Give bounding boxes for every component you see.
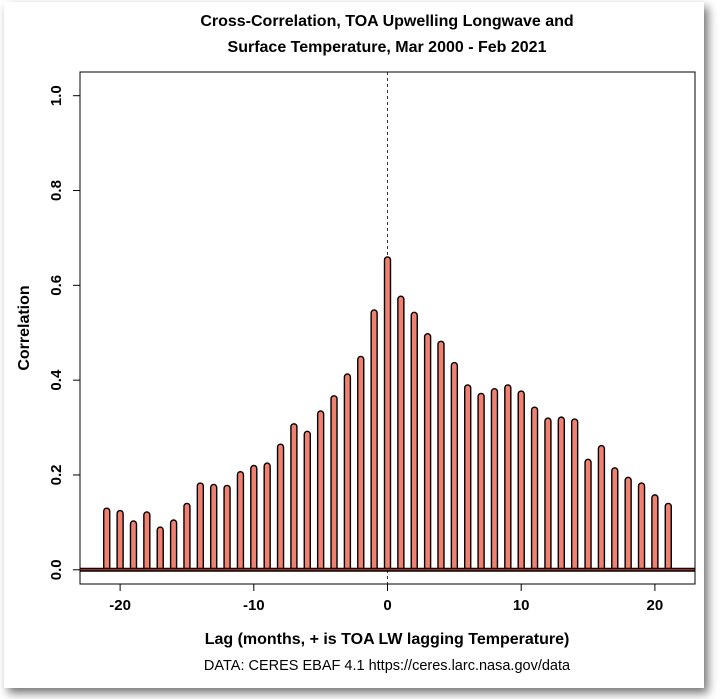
bar-lag--4 (330, 395, 338, 571)
cross-correlation-chart: Cross-Correlation, TOA Upwelling Longwav… (16, 13, 696, 674)
x-tick-label: -20 (109, 597, 131, 614)
bar-lag--18 (143, 511, 151, 571)
bar-lag-5 (450, 361, 459, 571)
data-source-caption: DATA: CERES EBAF 4.1 https://ceres.larc.… (204, 658, 571, 674)
bar-lag-21 (664, 502, 672, 571)
chart-title-line2: Surface Temperature, Mar 2000 - Feb 2021 (228, 39, 547, 56)
bar-lag--19 (129, 520, 138, 571)
bar-lag-20 (651, 494, 659, 571)
y-tick-label: 0.2 (48, 465, 65, 486)
x-tick-label: -10 (243, 597, 265, 614)
y-tick-label: 0.0 (48, 559, 65, 580)
bar-lag--7 (290, 423, 298, 571)
bar-lag--9 (263, 462, 271, 571)
x-tick-label: 0 (383, 597, 391, 614)
bar-lag--8 (276, 443, 285, 571)
bar-lag--21 (103, 507, 111, 571)
bar-lag-1 (397, 295, 405, 571)
chart-title-line1: Cross-Correlation, TOA Upwelling Longwav… (200, 13, 573, 30)
bar-lag--12 (223, 484, 231, 571)
plot-border (79, 71, 696, 585)
bar-lag-9 (504, 384, 512, 571)
x-axis-label: Lag (months, + is TOA LW lagging Tempera… (205, 631, 570, 648)
bar-lag--20 (116, 509, 124, 571)
plot-area (73, 72, 695, 591)
bar-lag-8 (490, 388, 499, 571)
bar-lag--14 (196, 482, 205, 571)
bar-lag-17 (611, 467, 619, 571)
x-tick-label: 20 (647, 597, 664, 614)
bar-lag-18 (624, 476, 632, 571)
bar-lag-19 (637, 482, 646, 571)
y-tick-label: 0.8 (48, 180, 65, 201)
bar-lag--13 (209, 483, 218, 571)
bar-lag-15 (584, 458, 592, 571)
bar-lag-11 (530, 406, 539, 571)
bar-lag-0 (383, 256, 392, 571)
y-tick-label: 0.4 (48, 369, 65, 391)
y-tick-label: 0.6 (48, 275, 65, 296)
bar-lag-7 (477, 392, 485, 571)
bar-lag-4 (437, 340, 445, 571)
x-tick-label: 10 (513, 597, 530, 614)
bar-lag--2 (357, 355, 365, 571)
bar-lag-3 (423, 333, 432, 571)
bar-lag--11 (236, 471, 245, 571)
bar-lag-12 (544, 417, 552, 571)
bar-lag--16 (169, 519, 178, 571)
bar-lag--3 (343, 373, 352, 571)
chart-frame: Cross-Correlation, TOA Upwelling Longwav… (4, 2, 704, 688)
bar-lag-10 (517, 390, 525, 571)
bar-lag--5 (316, 410, 325, 571)
bar-lag-13 (557, 416, 566, 571)
y-tick-label: 1.0 (48, 85, 65, 106)
bar-lag--10 (250, 464, 258, 571)
bar-lag--17 (156, 526, 164, 571)
bar-lag--1 (370, 309, 378, 571)
bar-lag-6 (464, 384, 472, 571)
bar-lag-14 (570, 418, 579, 571)
bar-lag--6 (303, 430, 311, 571)
y-axis-label: Correlation (16, 285, 33, 370)
bar-lag-2 (410, 311, 418, 571)
bar-lag-16 (597, 444, 606, 571)
bar-lag--15 (183, 502, 191, 571)
